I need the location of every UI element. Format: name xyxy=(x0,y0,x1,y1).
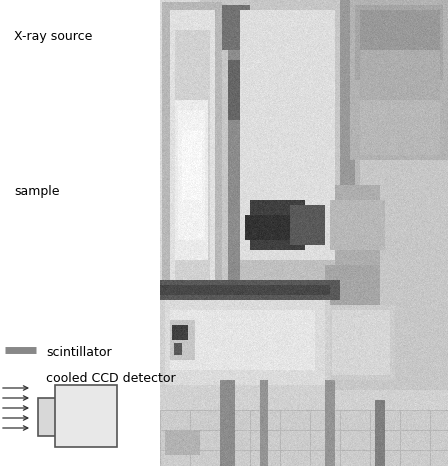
Text: X-ray source: X-ray source xyxy=(14,30,92,43)
Text: scintillator: scintillator xyxy=(46,345,112,358)
Bar xyxy=(0,0,160,466)
Text: sample: sample xyxy=(14,185,60,198)
Bar xyxy=(55,385,117,447)
Text: cooled CCD detector: cooled CCD detector xyxy=(46,371,176,384)
Bar xyxy=(38,398,60,436)
